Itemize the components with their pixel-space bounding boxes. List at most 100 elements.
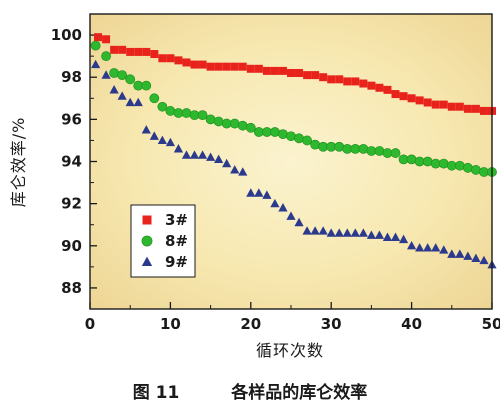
data-point — [350, 228, 360, 237]
series-8 — [90, 40, 497, 177]
legend-marker — [142, 215, 152, 225]
x-tick-label: 20 — [240, 315, 261, 333]
y-tick-label: 94 — [61, 153, 82, 171]
data-point — [479, 255, 489, 265]
data-point — [134, 47, 143, 56]
data-point — [214, 154, 224, 163]
data-point — [431, 243, 441, 252]
data-point — [125, 74, 136, 85]
series-9 — [91, 59, 497, 269]
data-point — [206, 152, 216, 161]
data-point — [150, 50, 159, 59]
data-point — [230, 165, 240, 174]
data-point — [326, 228, 336, 237]
data-point — [141, 80, 152, 91]
data-point — [294, 217, 304, 227]
data-point — [310, 139, 321, 150]
x-tick-label: 50 — [482, 315, 500, 333]
legend-label: 9# — [165, 253, 188, 271]
data-point — [455, 249, 465, 258]
data-point — [90, 40, 101, 51]
data-point — [245, 122, 256, 133]
data-point — [358, 143, 369, 154]
data-point — [149, 93, 160, 104]
y-axis-title: 库仑效率/% — [9, 117, 28, 208]
y-tick-label: 90 — [61, 237, 82, 255]
data-point — [254, 188, 264, 197]
data-point — [439, 245, 449, 254]
data-point — [278, 203, 288, 212]
data-point — [375, 83, 384, 92]
data-point — [165, 106, 176, 116]
data-point — [390, 232, 401, 241]
data-point — [463, 251, 473, 260]
y-tick-label: 92 — [61, 195, 82, 213]
series-3 — [94, 33, 496, 115]
data-point — [302, 135, 312, 146]
data-point — [455, 102, 464, 111]
data-point — [447, 249, 457, 258]
data-point — [109, 68, 120, 78]
legend: 3# 8# 9# — [130, 204, 196, 278]
data-point — [447, 102, 456, 111]
data-point — [334, 141, 345, 152]
data-point — [398, 234, 409, 244]
data-point — [407, 94, 416, 103]
data-point — [206, 62, 215, 71]
data-point — [246, 64, 255, 73]
y-tick-label: 98 — [61, 68, 82, 86]
data-point — [391, 90, 400, 99]
data-point — [262, 190, 272, 199]
data-point — [101, 70, 111, 79]
data-point — [318, 226, 328, 235]
data-point — [174, 56, 183, 65]
data-point — [335, 75, 344, 84]
data-points — [90, 33, 497, 269]
data-point — [157, 101, 168, 112]
data-point — [286, 131, 296, 142]
plot-frame — [89, 13, 493, 310]
data-point — [366, 230, 376, 239]
data-point — [149, 131, 159, 140]
data-point — [197, 110, 208, 121]
legend-marker — [141, 235, 153, 247]
data-point — [294, 133, 304, 144]
data-point — [351, 77, 360, 86]
data-point — [157, 135, 167, 145]
data-point — [189, 150, 200, 159]
data-point — [367, 81, 376, 90]
data-point — [270, 127, 280, 137]
data-point — [125, 97, 135, 107]
data-point — [327, 75, 336, 84]
data-point — [342, 228, 352, 237]
data-point — [222, 62, 231, 71]
data-point — [471, 253, 481, 263]
data-point — [238, 167, 248, 176]
data-point — [270, 198, 280, 208]
data-point — [94, 33, 103, 42]
data-point — [415, 243, 425, 252]
x-tick-label: 0 — [85, 315, 95, 333]
y-tick-label: 96 — [61, 110, 82, 128]
data-point — [117, 70, 128, 81]
data-point — [126, 47, 135, 56]
data-point — [302, 226, 312, 235]
data-point — [117, 91, 127, 100]
data-point — [198, 60, 207, 69]
data-point — [303, 71, 312, 80]
data-point — [286, 211, 296, 220]
data-point — [319, 73, 328, 82]
data-point — [438, 158, 449, 169]
figure-caption: 图 11 各样品的库仑效率 — [0, 378, 500, 403]
data-point — [359, 79, 368, 88]
data-point — [142, 47, 151, 56]
data-point — [462, 162, 473, 173]
data-point — [91, 59, 101, 69]
data-point — [190, 60, 199, 69]
data-point — [423, 243, 433, 252]
data-point — [358, 228, 368, 237]
data-point — [173, 144, 184, 153]
data-point — [422, 156, 433, 167]
legend-label: 3# — [165, 211, 188, 229]
x-tick-label: 40 — [401, 315, 422, 333]
